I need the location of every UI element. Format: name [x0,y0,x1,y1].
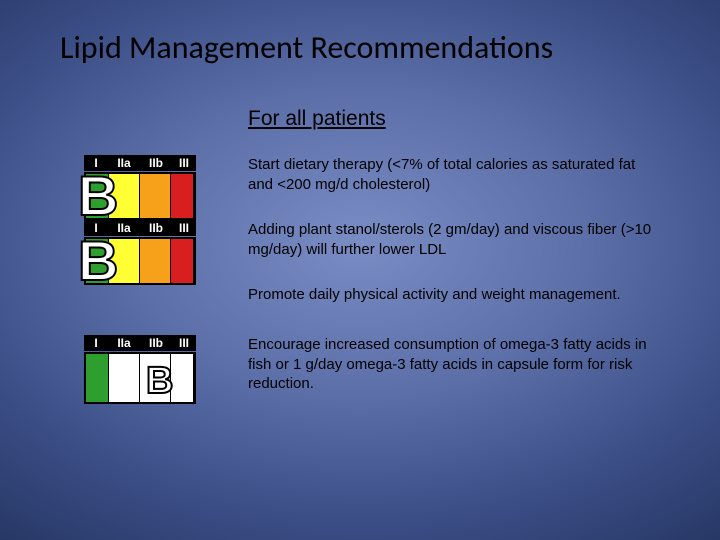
badge-segment [171,174,194,218]
content-area: For all patients IIIaIIbIIIBStart dietar… [60,107,660,404]
recommendation-text: Encourage increased consumption of omega… [248,335,660,394]
badge-color-bar: B [84,352,196,404]
recommendation-row: IIIaIIbIIIB Adding plant stanol/sterols (… [60,220,660,285]
recommendation-row: IIIaIIbIII B Encourage increased consumpti… [60,335,660,404]
badge-segment [109,354,140,402]
badge-class-label: III [172,155,196,171]
badge-placeholder [60,285,220,335]
recommendation-row: Promote daily physical activity and weig… [60,285,660,335]
badge-class-label: IIb [140,335,172,351]
badge-segment [86,354,109,402]
badge-color-bar: B [84,237,196,285]
slide: Lipid Management Recommendations For all… [0,0,720,540]
badge-class-label: III [172,335,196,351]
badge-class-labels: IIIaIIbIII [84,335,196,351]
badge-class-label: III [172,220,196,236]
section-heading: For all patients [248,107,386,131]
slide-title: Lipid Management Recommendations [60,28,660,67]
recommendation-text: Adding plant stanol/sterols (2 gm/day) a… [248,220,660,259]
badge-segment [171,239,194,283]
recommendation-badge: IIIaIIbIIIB [60,220,220,285]
recommendation-badge: IIIaIIbIII B [60,335,220,404]
recommendation-badge: IIIaIIbIIIB [60,155,220,220]
recommendation-text: Promote daily physical activity and weig… [248,285,660,305]
badge-class-label: IIa [108,335,140,351]
badge-evidence-letter: B [78,233,118,289]
badge-evidence-letter: B [146,362,173,400]
badge-segment [140,239,171,283]
badge-segment [171,354,194,402]
badge-class-label: IIb [140,220,172,236]
badge-evidence-letter: B [78,168,118,224]
badge-class-label: I [84,335,108,351]
recommendation-row: IIIaIIbIIIB Start dietary therapy (<7% of… [60,155,660,220]
recommendation-text: Start dietary therapy (<7% of total calo… [248,155,660,194]
heading-row: For all patients [60,107,660,137]
badge-class-label: IIb [140,155,172,171]
badge-segment [140,174,171,218]
badge-color-bar: B [84,172,196,220]
